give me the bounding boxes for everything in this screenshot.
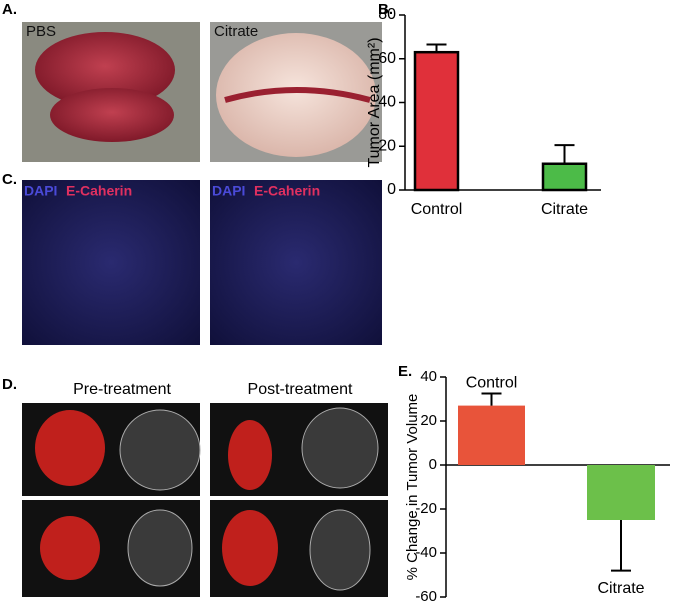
bar (587, 465, 655, 520)
micrograph (22, 180, 200, 345)
photo-caption: Citrate (214, 23, 258, 40)
error-bar (554, 144, 575, 164)
y-axis-label: Tumor Area (mm²) (366, 37, 383, 167)
error-bar (426, 43, 447, 53)
y-tick-label: -60 (415, 588, 437, 605)
lung-ridge (224, 87, 371, 103)
stain-label: DAPI (24, 183, 57, 199)
lung (50, 88, 174, 142)
lung (216, 33, 376, 157)
y-tick-label: 20 (420, 412, 437, 429)
column-caption: Post-treatment (248, 381, 353, 398)
stain-label: E-Caherin (254, 183, 320, 199)
y-tick-label: 20 (378, 137, 396, 154)
category-label: Citrate (597, 580, 644, 597)
panel-label: B. (378, 1, 393, 18)
ct-panels (22, 403, 388, 597)
bar (413, 50, 460, 192)
y-tick-label: 80 (378, 6, 396, 23)
panel-label: E. (398, 363, 412, 380)
error-bar (611, 520, 631, 572)
panel-label: A. (2, 1, 17, 18)
y-tick-label: 40 (420, 368, 437, 385)
bar (541, 162, 588, 192)
stain-label: DAPI (212, 183, 245, 199)
category-label: Control (411, 201, 463, 218)
panel-label: D. (2, 376, 17, 393)
y-tick-label: 0 (387, 181, 396, 198)
category-label: Control (466, 375, 518, 392)
y-axis-label: % Change in Tumor Volume (404, 394, 421, 581)
y-tick-label: -40 (415, 544, 437, 561)
photo-caption: PBS (26, 23, 56, 40)
bar (458, 405, 525, 465)
column-caption: Pre-treatment (73, 381, 171, 398)
y-tick-label: 0 (429, 456, 437, 473)
stain-label: E-Caherin (66, 183, 132, 199)
y-tick-label: 40 (378, 94, 396, 111)
category-label: Citrate (541, 201, 588, 218)
y-tick-label: 60 (378, 50, 396, 67)
micrograph (210, 180, 382, 345)
error-bar (481, 392, 502, 406)
lung (35, 32, 175, 108)
y-tick-label: -20 (415, 500, 437, 517)
panel-label: C. (2, 171, 17, 188)
